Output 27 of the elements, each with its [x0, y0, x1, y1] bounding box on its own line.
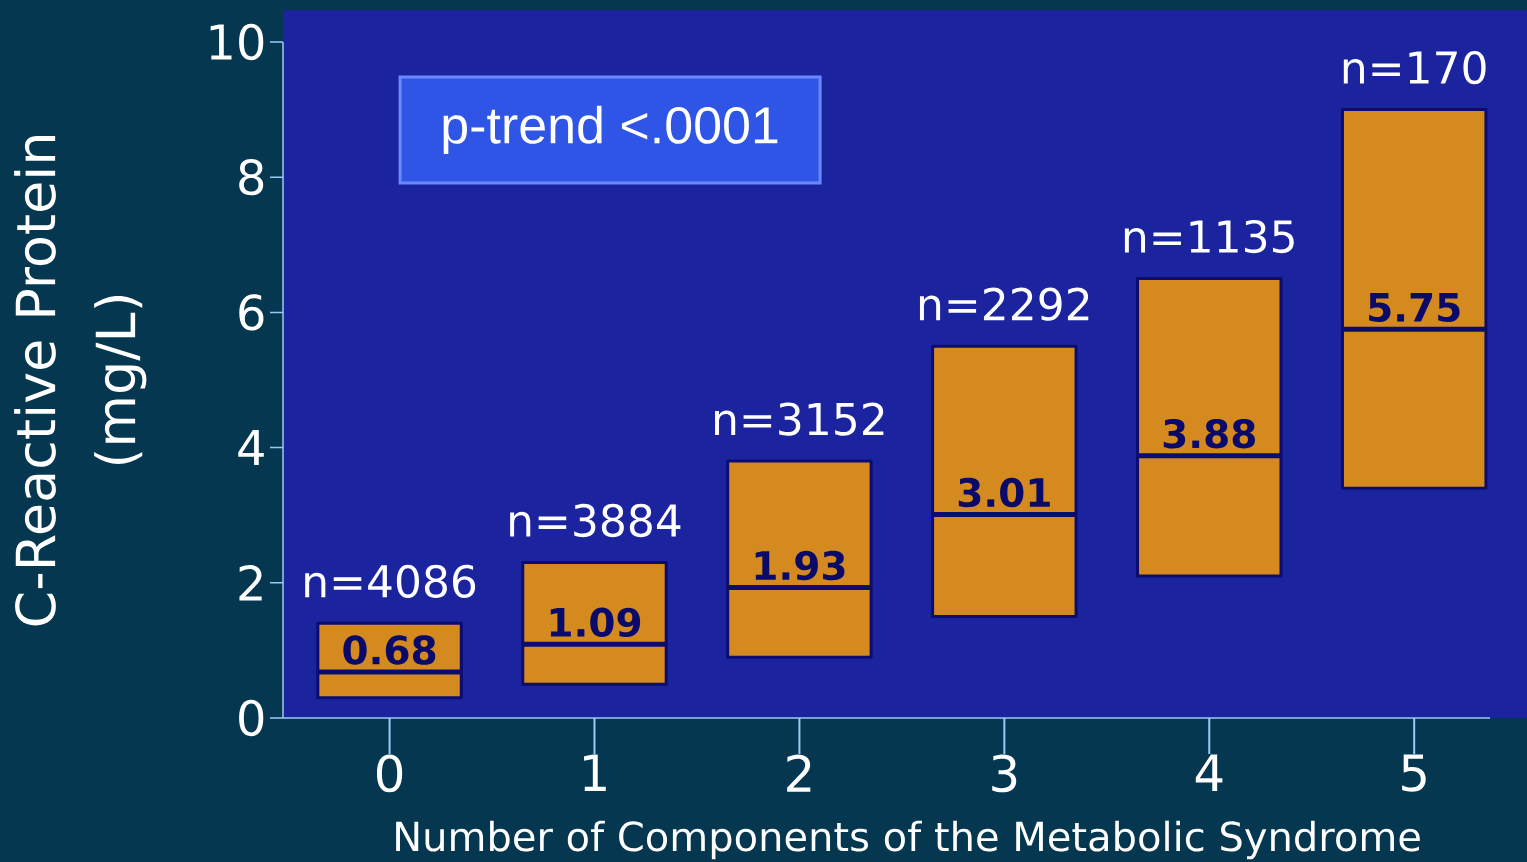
annotation: 5.75 — [1369, 293, 1460, 323]
y-tick-label: 2 — [239, 564, 262, 601]
annotation: 3.01 — [958, 477, 1050, 508]
x-tick-label: 1 — [584, 754, 606, 791]
x-tick-label: 5 — [1402, 754, 1426, 792]
y-tick-label: 4 — [238, 430, 264, 466]
annotation: n=3152 — [715, 402, 884, 436]
annotation: n=1135 — [1124, 219, 1294, 254]
y-tick-label: 10 — [210, 23, 264, 61]
y-tick-label: 0 — [239, 699, 264, 737]
x-tick-label: 4 — [1195, 754, 1223, 791]
annotation: 1.09 — [550, 607, 641, 638]
annotation: n=2292 — [919, 287, 1089, 321]
annotation: n=3884 — [510, 503, 681, 538]
y-axis-title: C-Reactive Protein (mg/L) — [14, 136, 147, 626]
annotation: 3.88 — [1163, 419, 1255, 449]
annotation: 1.93 — [755, 550, 845, 581]
annotation: p-trend <.0001 — [443, 105, 778, 155]
x-axis-title: Number of Components of the Metabolic Syndrome — [396, 820, 1420, 860]
annotation: n=170 — [1343, 50, 1486, 85]
y-tick-label: 6 — [239, 294, 264, 331]
annotation: n=4086 — [305, 564, 476, 598]
x-tick-label: 3 — [992, 754, 1017, 793]
y-tick-label: 8 — [239, 159, 264, 196]
annotation: 0.68 — [343, 635, 436, 665]
x-tick-label: 0 — [376, 754, 403, 793]
x-tick-label: 2 — [787, 754, 811, 792]
